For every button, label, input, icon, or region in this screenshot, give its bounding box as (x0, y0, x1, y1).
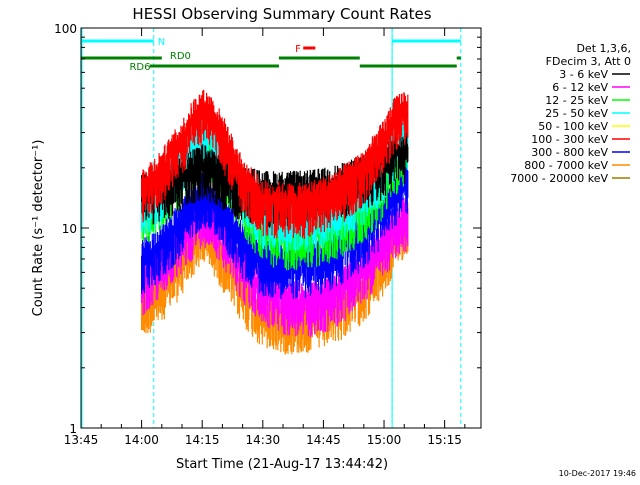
x-tick-label: 13:45 (64, 433, 99, 447)
x-tick-label: 14:00 (124, 433, 159, 447)
legend-header-line-2: FDecim 3, Att 0 (546, 55, 631, 68)
y-tick-label: 100 (54, 22, 77, 36)
legend-label: 3 - 6 keV (559, 68, 608, 81)
legend-header-line-1: Det 1,3,6, (576, 42, 631, 55)
y-tick-label: 1 (69, 422, 77, 436)
legend-label: 25 - 50 keV (545, 107, 608, 120)
legend-label: 12 - 25 keV (545, 94, 608, 107)
series-trace (141, 89, 409, 239)
legend-label: 6 - 12 keV (552, 81, 608, 94)
legend-label: 300 - 800 keV (531, 146, 608, 159)
annotation-label-rd0: RD0 (170, 51, 191, 62)
footer-date: 10-Dec-2017 19:46 (559, 469, 636, 478)
chart-title: HESSI Observing Summary Count Rates (132, 5, 431, 23)
legend-label: 50 - 100 keV (538, 120, 608, 133)
x-tick-label: 15:00 (367, 433, 402, 447)
x-tick-label: 15:15 (427, 433, 462, 447)
annotation-label-rd6: RD6 (129, 62, 150, 73)
legend-label: 7000 - 20000 keV (510, 172, 608, 185)
series-100-300-kev (141, 89, 409, 239)
annotation-label-n: N (158, 37, 165, 48)
annotation-label-f: F (295, 44, 301, 55)
x-tick-label: 14:45 (306, 433, 341, 447)
x-tick-label: 14:15 (185, 433, 220, 447)
chart-axes: 13:45 14:00 14:15 14:30 14:45 15:00 15:15 1 10 10… (54, 22, 481, 447)
x-axis-label: Start Time (21-Aug-17 13:44:42) (176, 457, 388, 472)
legend-label: 100 - 300 keV (531, 133, 608, 146)
y-tick-label: 10 (62, 222, 77, 236)
legend-label: 800 - 7000 keV (524, 159, 608, 172)
y-axis-label: Count Rate (s⁻¹ detector⁻¹) (31, 140, 46, 317)
x-tick-label: 14:30 (246, 433, 281, 447)
chart-marks: N RD0 RD6 F (81, 28, 462, 428)
